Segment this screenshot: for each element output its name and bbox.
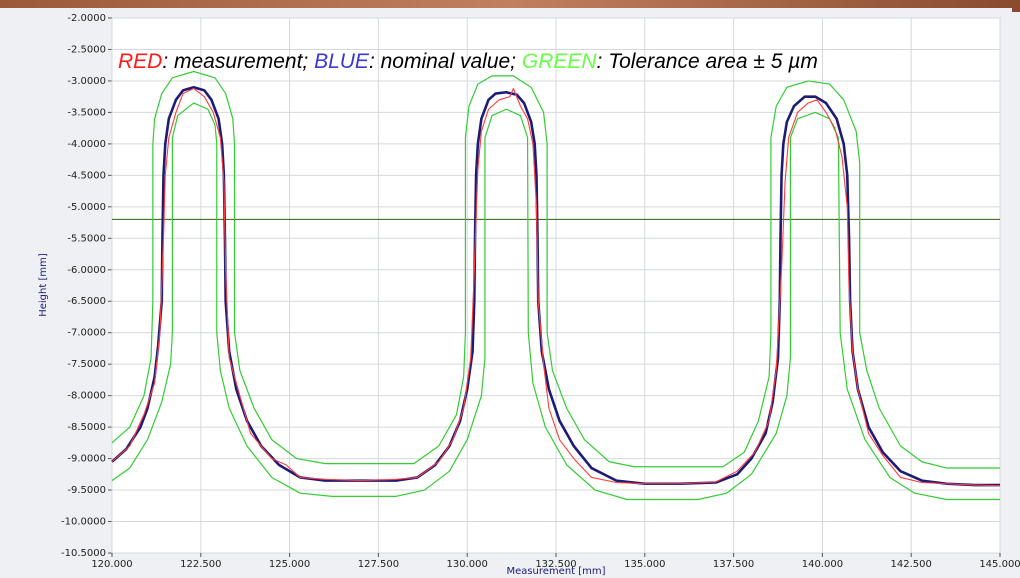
y-tick-label: -3.0000 [67, 76, 106, 87]
y-axis-title: Height [mm] [38, 253, 49, 317]
y-tick-label: -5.0000 [67, 202, 106, 213]
x-tick-label: 145.000 [979, 559, 1020, 570]
x-tick-label: 142.500 [891, 559, 932, 570]
x-tick-label: 140.000 [802, 559, 843, 570]
x-tick-label: 137.500 [713, 559, 754, 570]
y-tick-label: -9.5000 [67, 485, 106, 496]
y-tick-label: -4.0000 [67, 139, 106, 150]
x-tick-label: 120.000 [91, 559, 132, 570]
y-tick-label: -4.5000 [67, 170, 106, 181]
y-tick-label: -2.5000 [67, 44, 106, 55]
x-tick-label: 122.500 [180, 559, 221, 570]
y-tick-label: -10.5000 [61, 548, 106, 559]
y-tick-label: -3.5000 [67, 107, 106, 118]
x-axis-title: Measurement [mm] [506, 566, 605, 577]
y-tick-label: -6.5000 [67, 296, 106, 307]
annotation-part: BLUE [314, 50, 370, 73]
y-tick-label: -7.5000 [67, 359, 106, 370]
annotation-part: GREEN [522, 50, 598, 73]
y-tick-label: -8.0000 [67, 391, 106, 402]
y-tick-label: -8.5000 [67, 422, 106, 433]
annotation-part: : Tolerance area ± 5 µm [597, 50, 818, 73]
y-tick-label: -6.0000 [67, 265, 106, 276]
x-tick-label: 125.000 [269, 559, 310, 570]
annotation-part: : nominal value; [369, 50, 522, 73]
x-tick-label: 127.500 [358, 559, 399, 570]
page: -2.0000 -2.5000 -3.0000 -3.5000 -4.0000 -4.50… [0, 0, 1020, 578]
chart: -2.0000 -2.5000 -3.0000 -3.5000 -4.0000 -4.50… [0, 0, 1020, 578]
annotation-part: RED [118, 50, 162, 73]
y-tick-label: -2.0000 [67, 13, 106, 24]
y-tick-label: -5.5000 [67, 233, 106, 244]
annotation: RED: measurement; BLUE: nominal value; G… [118, 50, 818, 73]
annotation-part: : measurement; [162, 50, 314, 73]
y-tick-label: -10.0000 [61, 517, 106, 528]
x-tick-label: 135.000 [624, 559, 665, 570]
y-tick-label: -9.0000 [67, 454, 106, 465]
y-tick-label: -7.0000 [67, 328, 106, 339]
x-tick-label: 130.000 [447, 559, 488, 570]
